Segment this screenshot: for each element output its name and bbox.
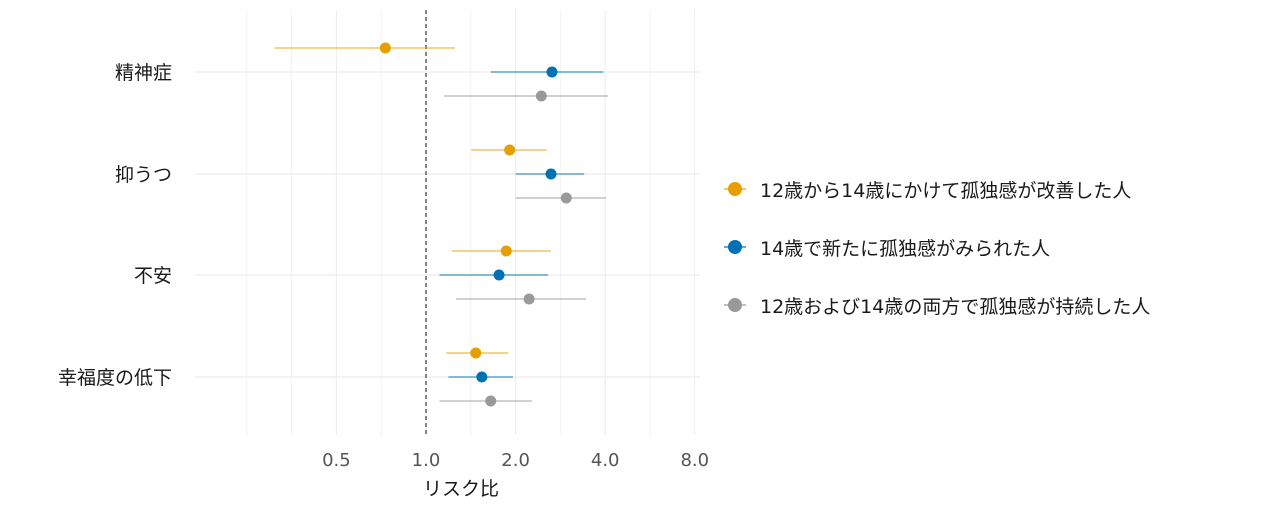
- legend-label: 12歳から14歳にかけて孤独感が改善した人: [760, 179, 1132, 202]
- point-estimate: [485, 395, 497, 407]
- legend-key-icon: [722, 237, 748, 257]
- legend-item: 12歳および14歳の両方で孤独感が持続した人: [722, 276, 1150, 334]
- legend: 12歳から14歳にかけて孤独感が改善した人 14歳で新たに孤独感がみられた人 12歳…: [722, 160, 1150, 334]
- point-estimate: [523, 293, 535, 305]
- x-tick-label: 1.0: [412, 450, 441, 471]
- x-tick-label: 0.5: [322, 450, 351, 471]
- legend-key-icon: [722, 295, 748, 315]
- point-estimate: [470, 347, 482, 359]
- y-tick-label: 不安: [134, 265, 172, 287]
- x-tick-label: 2.0: [501, 450, 530, 471]
- y-tick-label: 幸福度の低下: [58, 367, 172, 389]
- legend-label: 14歳で新たに孤独感がみられた人: [760, 237, 1051, 260]
- point-estimate: [545, 168, 557, 180]
- legend-key-icon: [722, 179, 748, 199]
- point-estimate: [504, 144, 516, 156]
- point-estimate: [560, 192, 572, 204]
- point-estimate: [500, 245, 512, 257]
- point-estimate: [546, 66, 558, 78]
- series-1: [439, 66, 604, 383]
- x-tick-label: 4.0: [591, 450, 620, 471]
- series-0: [274, 42, 551, 359]
- legend-label: 12歳および14歳の両方で孤独感が持続した人: [760, 295, 1151, 318]
- point-estimate: [493, 269, 505, 281]
- x-axis-label: リスク比: [423, 478, 499, 500]
- point-estimate: [535, 90, 547, 102]
- legend-item: 14歳で新たに孤独感がみられた人: [722, 218, 1150, 276]
- point-estimate: [476, 371, 488, 383]
- series-2: [439, 90, 609, 407]
- x-tick-label: 8.0: [680, 450, 709, 471]
- legend-item: 12歳から14歳にかけて孤独感が改善した人: [722, 160, 1150, 218]
- y-tick-label: 抑うつ: [115, 164, 172, 186]
- y-tick-label: 精神症: [115, 62, 172, 84]
- point-estimate: [379, 42, 391, 54]
